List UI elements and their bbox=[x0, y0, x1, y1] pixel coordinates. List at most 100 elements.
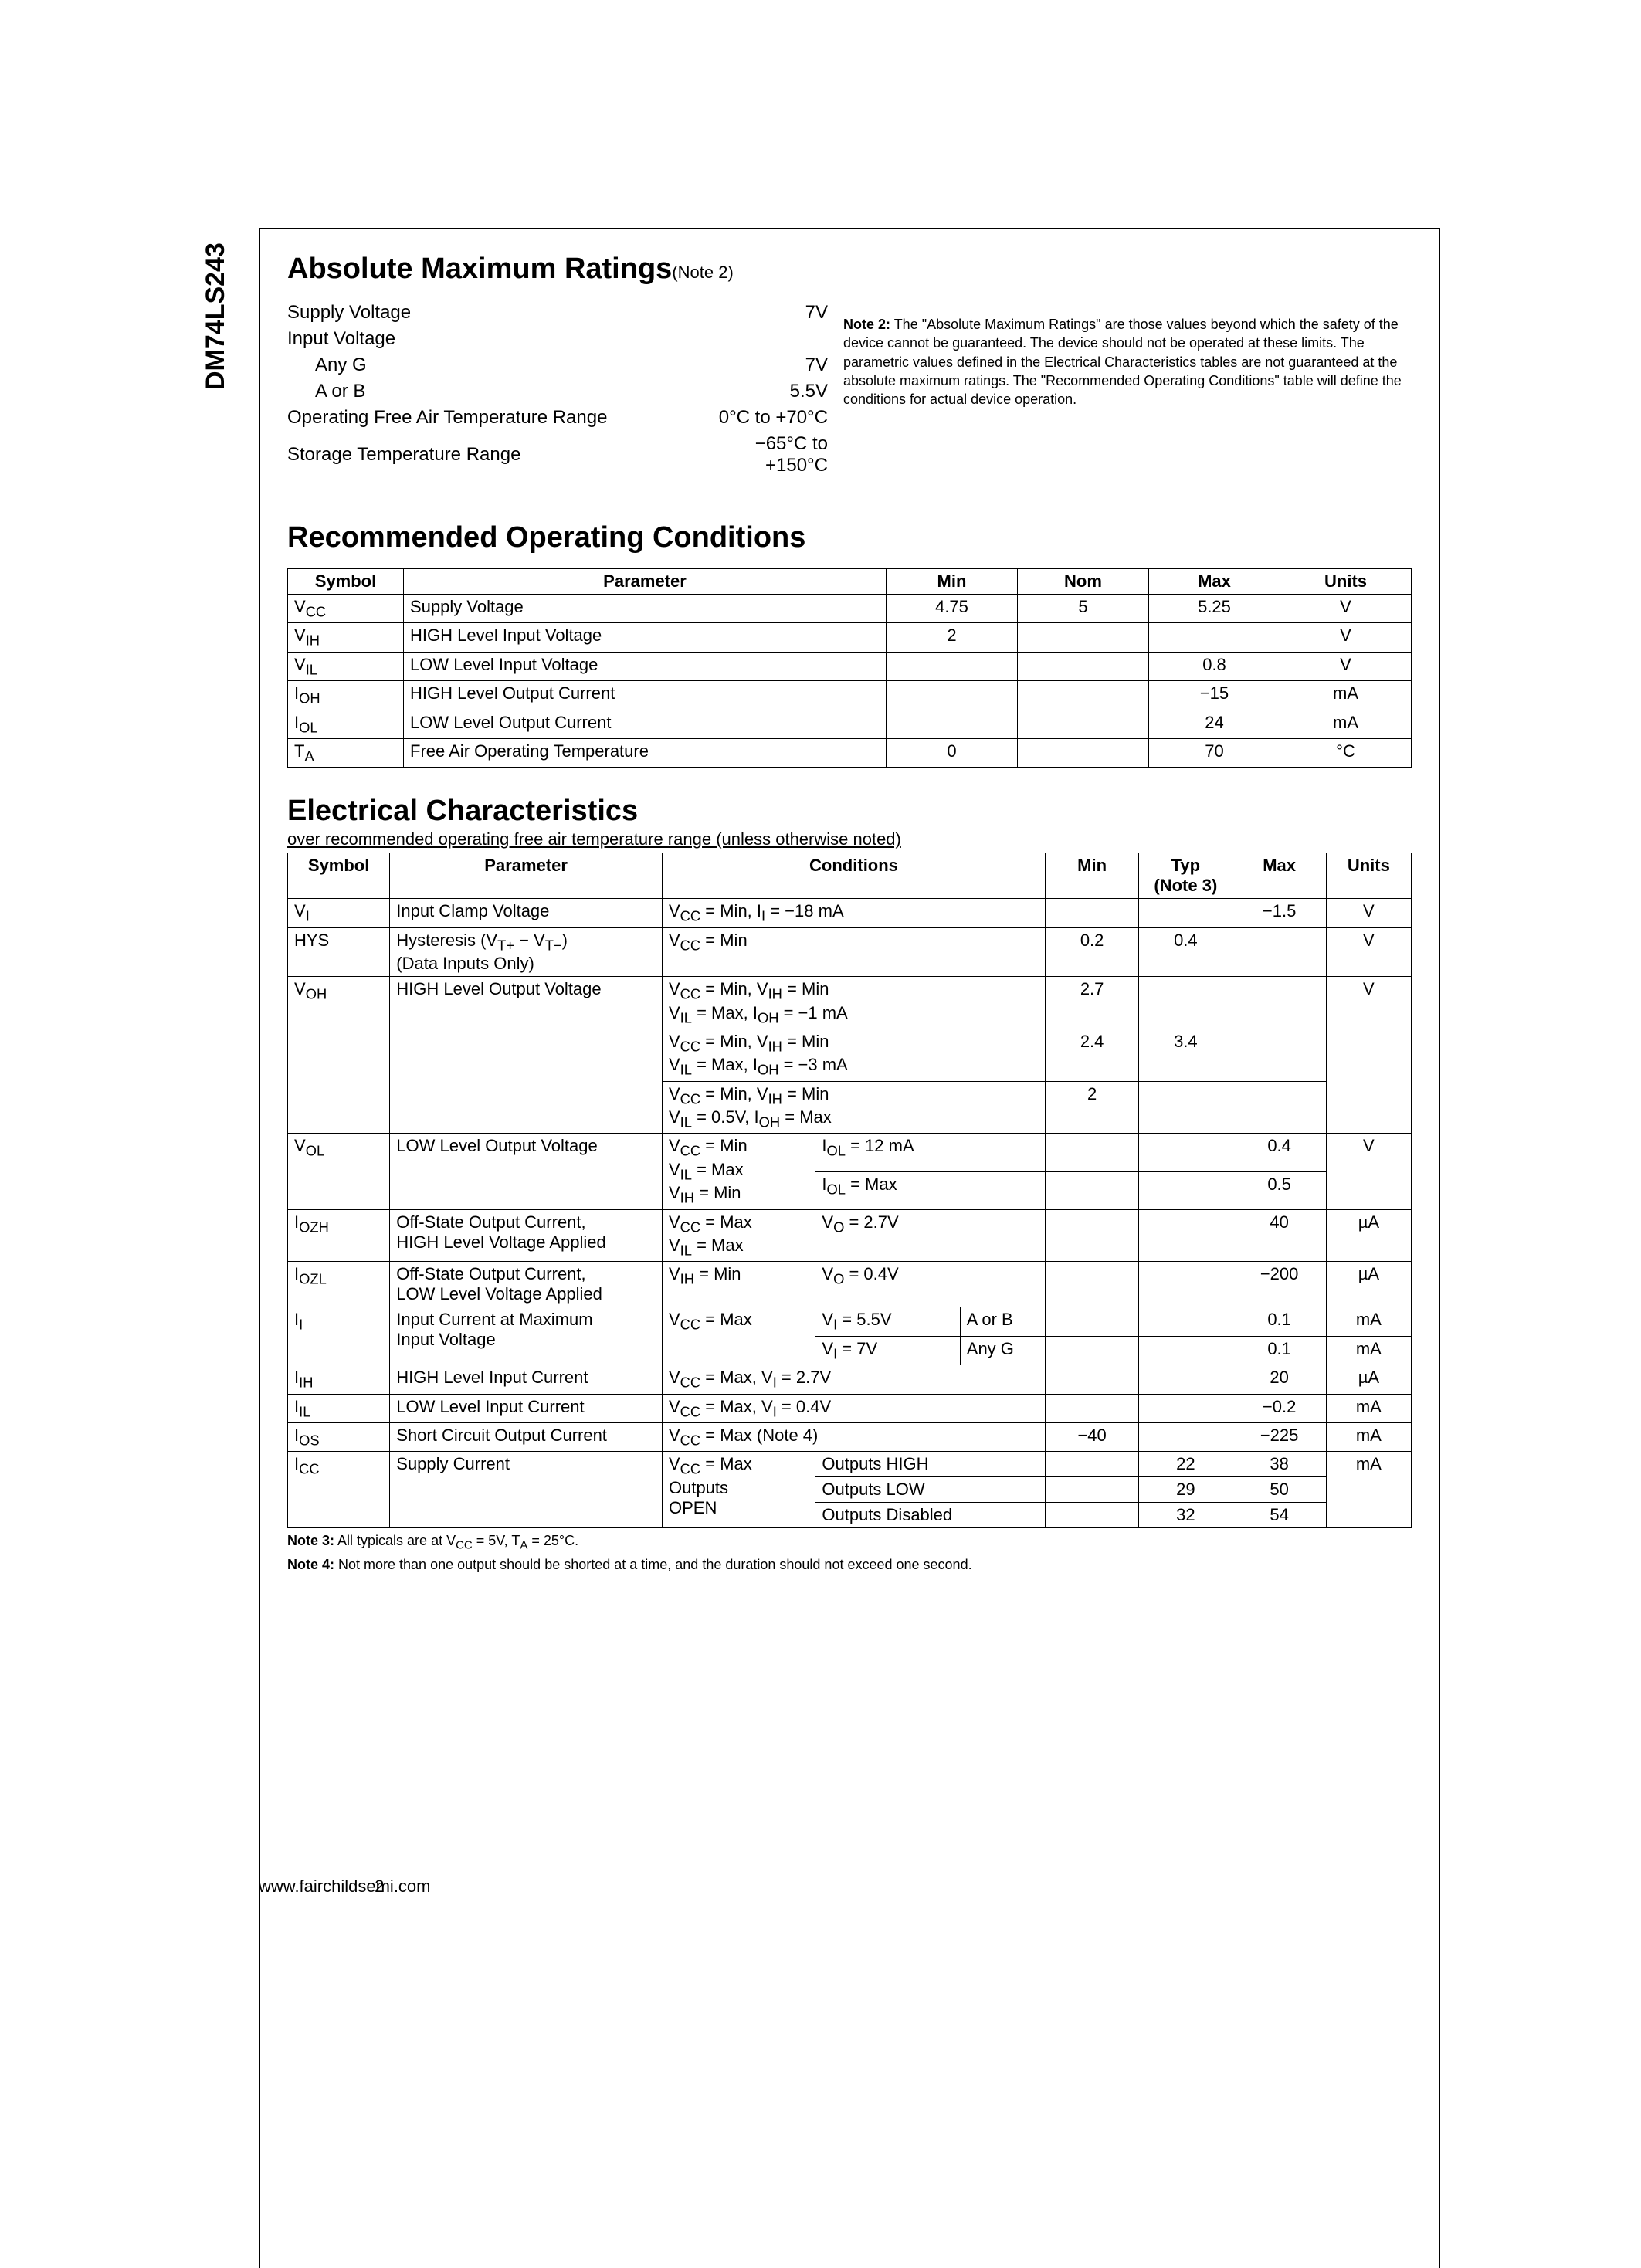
ec-typ: 22 bbox=[1139, 1452, 1232, 1477]
roc-max: 24 bbox=[1149, 710, 1280, 738]
roc-header: Nom bbox=[1018, 569, 1149, 595]
ec-units: V bbox=[1326, 1134, 1411, 1209]
ec-min bbox=[1045, 1209, 1138, 1262]
roc-nom bbox=[1018, 652, 1149, 680]
ec-sym: IIL bbox=[288, 1394, 390, 1422]
ec-cond: VCC = Max, VI = 0.4V bbox=[662, 1394, 1045, 1422]
amr-value: −65°C to +150°C bbox=[689, 431, 828, 479]
ec-min bbox=[1045, 1477, 1138, 1503]
ec-h-parameter: Parameter bbox=[390, 853, 663, 899]
ec-cond: VCC = Max, VI = 2.7V bbox=[662, 1365, 1045, 1394]
ec-typ bbox=[1139, 1134, 1232, 1171]
ec-typ: 32 bbox=[1139, 1503, 1232, 1528]
ec-sym: HYS bbox=[288, 927, 390, 976]
amr-value: 5.5V bbox=[689, 378, 828, 405]
part-number-label: DM74LS243 bbox=[201, 242, 231, 390]
ec-max: −0.2 bbox=[1232, 1394, 1326, 1422]
roc-param: Free Air Operating Temperature bbox=[404, 738, 887, 767]
ec-cond: IOL = 12 mA bbox=[815, 1134, 1046, 1171]
ec-min bbox=[1045, 1365, 1138, 1394]
ec-units: µA bbox=[1326, 1262, 1411, 1307]
ec-min bbox=[1045, 899, 1138, 927]
ec-cond: VO = 2.7V bbox=[815, 1209, 1046, 1262]
amr-note-ref: (Note 2) bbox=[672, 263, 733, 282]
ec-min: −40 bbox=[1045, 1422, 1138, 1451]
ec-typ bbox=[1139, 1422, 1232, 1451]
ec-heading: Electrical Characteristics bbox=[287, 795, 1412, 828]
ec-min bbox=[1045, 1262, 1138, 1307]
amr-label: Storage Temperature Range bbox=[287, 431, 689, 479]
ec-cond: VCC = MaxVIL = Max bbox=[662, 1209, 815, 1262]
ec-min: 2.4 bbox=[1045, 1029, 1138, 1081]
ec-cond: VCC = Min, VIH = MinVIL = Max, IOH = −1 … bbox=[662, 977, 1045, 1029]
roc-sym: VCC bbox=[288, 595, 404, 623]
roc-units: °C bbox=[1280, 738, 1412, 767]
ec-subtitle: over recommended operating free air temp… bbox=[287, 829, 1412, 849]
roc-nom bbox=[1018, 681, 1149, 710]
amr-values: Supply Voltage7VInput VoltageAny G7VA or… bbox=[287, 300, 843, 479]
ec-sym: VOH bbox=[288, 977, 390, 1134]
roc-param: LOW Level Input Voltage bbox=[404, 652, 887, 680]
footer-page: 2 bbox=[375, 1876, 384, 1897]
roc-table: SymbolParameterMinNomMaxUnitsVCCSupply V… bbox=[287, 568, 1412, 768]
ec-param: Input Clamp Voltage bbox=[390, 899, 663, 927]
amr-value bbox=[689, 326, 828, 352]
ec-units: mA bbox=[1326, 1452, 1411, 1528]
ec-cond: A or B bbox=[960, 1307, 1045, 1336]
ec-max bbox=[1232, 1029, 1326, 1081]
ec-sym: VI bbox=[288, 899, 390, 927]
ec-min bbox=[1045, 1134, 1138, 1171]
roc-max bbox=[1149, 623, 1280, 652]
note2-label: Note 2: bbox=[843, 317, 890, 332]
roc-nom bbox=[1018, 623, 1149, 652]
ec-cond: VCC = MinVIL = MaxVIH = Min bbox=[662, 1134, 815, 1209]
roc-param: HIGH Level Input Voltage bbox=[404, 623, 887, 652]
ec-sym: VOL bbox=[288, 1134, 390, 1209]
ec-max bbox=[1232, 977, 1326, 1029]
ec-param: Off-State Output Current,HIGH Level Volt… bbox=[390, 1209, 663, 1262]
ec-typ bbox=[1139, 1365, 1232, 1394]
amr-label: Operating Free Air Temperature Range bbox=[287, 405, 689, 431]
roc-max: 70 bbox=[1149, 738, 1280, 767]
ec-table: Symbol Parameter Conditions Min Typ(Note… bbox=[287, 853, 1412, 1528]
roc-units: V bbox=[1280, 652, 1412, 680]
ec-min bbox=[1045, 1336, 1138, 1365]
ec-h-max: Max bbox=[1232, 853, 1326, 899]
roc-header: Symbol bbox=[288, 569, 404, 595]
ec-typ: 29 bbox=[1139, 1477, 1232, 1503]
page-content: Absolute Maximum Ratings(Note 2) Supply … bbox=[259, 228, 1440, 2268]
ec-min bbox=[1045, 1394, 1138, 1422]
ec-param: Supply Current bbox=[390, 1452, 663, 1528]
ec-cond: VCC = Min, VIH = MinVIL = Max, IOH = −3 … bbox=[662, 1029, 1045, 1081]
ec-max: 50 bbox=[1232, 1477, 1326, 1503]
ec-min bbox=[1045, 1503, 1138, 1528]
ec-sym: IOS bbox=[288, 1422, 390, 1451]
roc-sym: IOL bbox=[288, 710, 404, 738]
ec-max bbox=[1232, 927, 1326, 976]
roc-min bbox=[887, 681, 1018, 710]
amr-value: 7V bbox=[689, 300, 828, 326]
roc-param: Supply Voltage bbox=[404, 595, 887, 623]
ec-typ bbox=[1139, 1336, 1232, 1365]
ec-param: Hysteresis (VT+ − VT−)(Data Inputs Only) bbox=[390, 927, 663, 976]
amr-heading: Absolute Maximum Ratings(Note 2) bbox=[287, 253, 1412, 286]
amr-value: 0°C to +70°C bbox=[689, 405, 828, 431]
ec-units: µA bbox=[1326, 1365, 1411, 1394]
ec-sym: IOZL bbox=[288, 1262, 390, 1307]
roc-nom bbox=[1018, 710, 1149, 738]
ec-typ bbox=[1139, 1171, 1232, 1209]
ec-max: 40 bbox=[1232, 1209, 1326, 1262]
ec-max: 0.4 bbox=[1232, 1134, 1326, 1171]
roc-param: HIGH Level Output Current bbox=[404, 681, 887, 710]
ec-h-conditions: Conditions bbox=[662, 853, 1045, 899]
ec-typ bbox=[1139, 1394, 1232, 1422]
roc-min: 0 bbox=[887, 738, 1018, 767]
ec-typ: 3.4 bbox=[1139, 1029, 1232, 1081]
ec-typ bbox=[1139, 1262, 1232, 1307]
roc-sym: TA bbox=[288, 738, 404, 767]
ec-cond: VCC = Max (Note 4) bbox=[662, 1422, 1045, 1451]
amr-block: Supply Voltage7VInput VoltageAny G7VA or… bbox=[287, 300, 1412, 479]
roc-header: Parameter bbox=[404, 569, 887, 595]
ec-min: 2.7 bbox=[1045, 977, 1138, 1029]
ec-h-min: Min bbox=[1045, 853, 1138, 899]
